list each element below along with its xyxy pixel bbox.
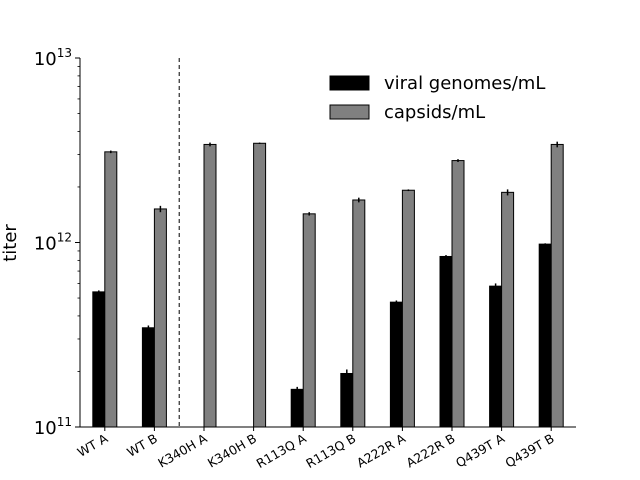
bar-capsids-r113q-a bbox=[302, 213, 316, 428]
bar-genomes-r113q-b bbox=[340, 372, 354, 428]
x-tick-label: R113Q A bbox=[254, 430, 309, 471]
bars-layer bbox=[92, 142, 564, 428]
legend-label: capsids/mL bbox=[384, 102, 485, 123]
bar-capsids-r113q-b bbox=[352, 199, 366, 428]
legend-swatch bbox=[329, 104, 370, 120]
y-tick-label: 1013 bbox=[34, 46, 72, 70]
legend-label: viral genomes/mL bbox=[384, 73, 545, 94]
y-tick-label: 1011 bbox=[34, 415, 72, 439]
bar-capsids-wt-b bbox=[153, 208, 167, 428]
x-tick-label: R113Q B bbox=[303, 431, 358, 471]
bar-genomes-a222r-a bbox=[389, 301, 403, 428]
bar-capsids-a222r-a bbox=[401, 189, 415, 428]
bar-genomes-a222r-b bbox=[439, 255, 453, 428]
x-tick-label: Q439T B bbox=[503, 431, 557, 471]
bar-capsids-q439t-a bbox=[501, 191, 515, 428]
x-tick-label: A222R A bbox=[354, 430, 408, 470]
bar-genomes-r113q-a bbox=[290, 388, 304, 428]
x-tick-label: K340H A bbox=[155, 430, 210, 470]
bar-genomes-wt-a bbox=[92, 291, 106, 428]
bar-capsids-a222r-b bbox=[451, 160, 465, 428]
bar-genomes-q439t-a bbox=[489, 285, 503, 428]
x-tick-label: A222R B bbox=[404, 431, 458, 471]
legend-swatch bbox=[329, 75, 370, 91]
x-tick-label: WT A bbox=[75, 430, 111, 459]
bar-capsids-wt-a bbox=[104, 151, 118, 428]
error-bars-layer bbox=[98, 141, 558, 392]
x-tick-label: Q439T A bbox=[453, 430, 508, 470]
x-tick-label: WT B bbox=[124, 431, 160, 460]
y-tick-label: 1012 bbox=[34, 231, 72, 255]
bar-capsids-q439t-b bbox=[550, 143, 564, 428]
legend: viral genomes/mL capsids/mL bbox=[329, 73, 545, 123]
bar-genomes-q439t-b bbox=[538, 243, 552, 428]
y-axis-label: titer bbox=[0, 224, 21, 262]
x-tick-label: K340H B bbox=[205, 431, 259, 471]
bar-capsids-k340h-b bbox=[253, 142, 267, 428]
y-axis-ticks: 1011 1012 1013 bbox=[34, 46, 80, 439]
bar-genomes-wt-b bbox=[141, 327, 155, 428]
bar-capsids-k340h-a bbox=[203, 143, 217, 428]
